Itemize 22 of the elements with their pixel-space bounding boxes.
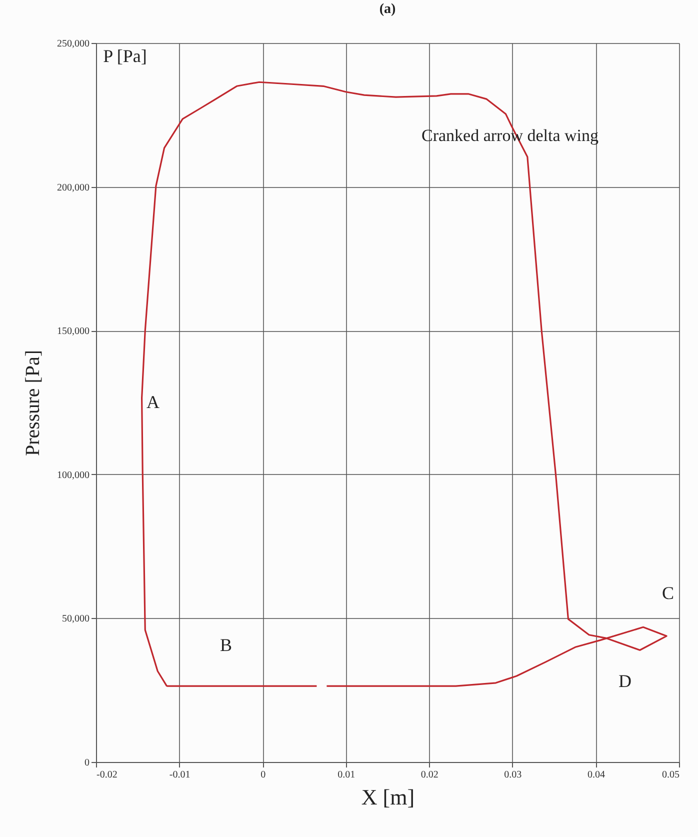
y-tick-label: 0	[84, 758, 90, 768]
annotation: A	[146, 392, 160, 412]
x-tick-label: 0.04	[587, 770, 605, 780]
chart-title: (a)	[379, 2, 396, 17]
y-axis-title: Pressure [Pa]	[22, 350, 44, 456]
x-tick-label: 0.03	[504, 770, 522, 780]
x-tick-label: -0.01	[169, 770, 190, 780]
x-tick-label: 0	[260, 770, 266, 780]
annotation: C	[662, 583, 674, 603]
annotation: B	[220, 635, 232, 655]
annotation: D	[618, 671, 632, 691]
annotation: P [Pa]	[103, 46, 147, 66]
y-tick-label: 250,000	[57, 38, 90, 50]
x-axis-title: X [m]	[361, 784, 415, 810]
y-tick-label: 200,000	[57, 182, 90, 194]
x-tick-label: 0.01	[338, 770, 356, 780]
y-tick-label: 150,000	[57, 326, 90, 338]
x-tick-label: 0.02	[420, 770, 438, 780]
x-tick-label: -0.02	[96, 770, 118, 780]
y-tick-label: 100,000	[57, 470, 90, 481]
y-tick-label: 50,000	[62, 614, 90, 625]
x-tick-label: 0.05	[662, 770, 680, 780]
